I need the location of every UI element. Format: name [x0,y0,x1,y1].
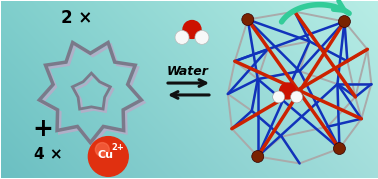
Circle shape [252,151,264,162]
Circle shape [338,16,350,28]
Text: 2 ×: 2 × [61,9,92,26]
Text: 2+: 2+ [112,143,125,152]
Circle shape [333,143,345,154]
Circle shape [175,30,189,44]
Circle shape [95,143,109,156]
Circle shape [280,83,296,99]
Circle shape [291,91,302,103]
Text: Water: Water [167,65,209,78]
Text: +: + [32,117,53,141]
Circle shape [88,137,128,176]
Text: Cu: Cu [97,151,113,161]
Circle shape [195,30,209,44]
Circle shape [273,91,285,103]
Text: 4 ×: 4 × [34,147,63,162]
Circle shape [242,14,254,25]
Circle shape [183,21,201,38]
